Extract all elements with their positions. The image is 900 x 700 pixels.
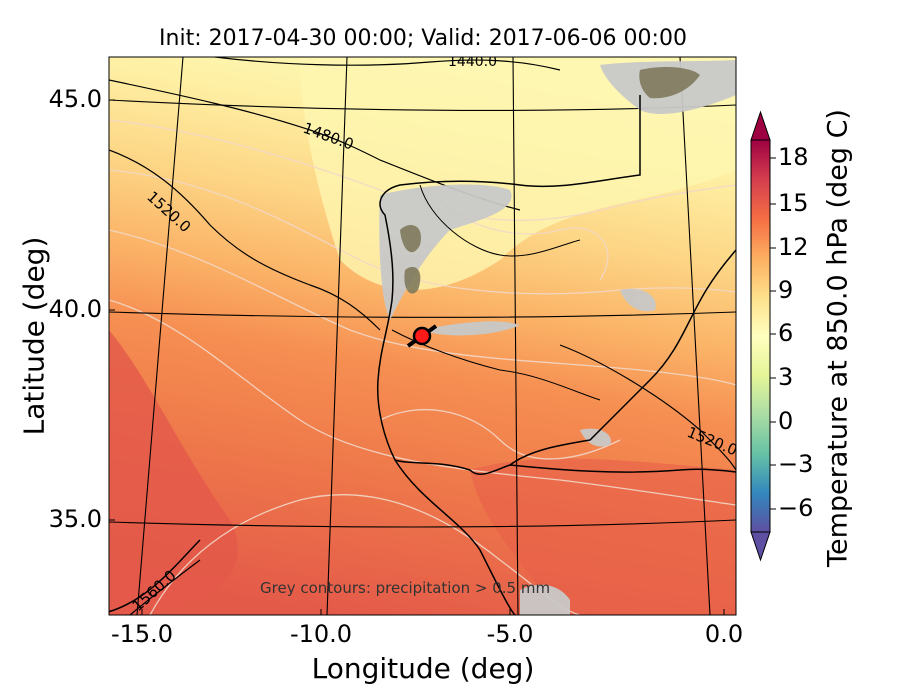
colorbar-tick: 18 (778, 143, 809, 171)
colorbar-tick: −6 (778, 494, 814, 522)
location-marker (412, 326, 432, 346)
xtick-label: 0.0 (704, 620, 744, 648)
colorbar (750, 110, 776, 562)
xtick-label: -5.0 (486, 620, 534, 648)
colorbar-tick: 9 (778, 276, 794, 304)
xtick-label: -15.0 (110, 620, 174, 648)
colorbar-title-text: Temperature at 850.0 hPa (deg C) (822, 109, 854, 567)
xtick-label: -10.0 (289, 620, 353, 648)
plot-title: Init: 2017-04-30 00:00; Valid: 2017-06-0… (159, 26, 687, 51)
x-axis-title: Longitude (deg) (311, 652, 535, 685)
colorbar-tick: 6 (778, 319, 794, 347)
contour-label-1440: 1440.0 (448, 54, 497, 70)
ytick-label: 40.0 (48, 295, 102, 323)
colorbar-tick: 3 (778, 363, 794, 391)
ytick-label: 45.0 (48, 85, 102, 113)
y-axis-title-text: Latitude (deg) (17, 236, 51, 436)
ytick-label: 35.0 (48, 505, 102, 533)
colorbar-tick: 15 (778, 189, 809, 217)
precipitation-note: Grey contours: precipitation > 0.5 mm (260, 579, 550, 597)
colorbar-tick: 12 (778, 233, 809, 261)
colorbar-tick: −3 (778, 450, 814, 478)
colorbar-tick: 0 (778, 407, 794, 435)
